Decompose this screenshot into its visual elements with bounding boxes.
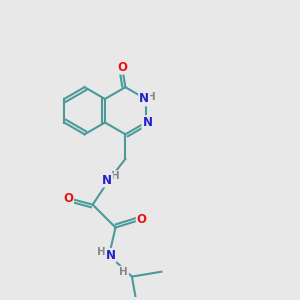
Text: N: N	[139, 92, 149, 106]
Text: O: O	[63, 192, 73, 205]
Text: O: O	[117, 61, 127, 74]
Text: H: H	[98, 247, 106, 257]
Text: N: N	[102, 174, 112, 187]
Text: O: O	[137, 213, 147, 226]
Text: H: H	[111, 171, 120, 181]
Text: N: N	[106, 249, 116, 262]
Text: H: H	[147, 92, 156, 102]
Text: N: N	[142, 116, 152, 129]
Text: H: H	[119, 267, 128, 277]
